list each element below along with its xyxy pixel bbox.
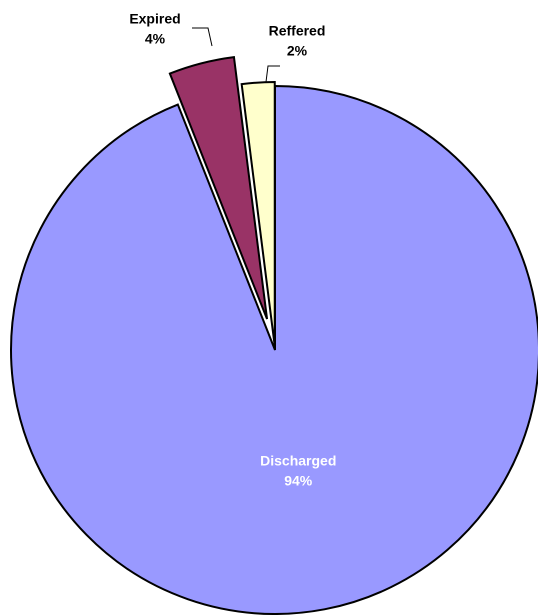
slice-value-label: 94%: [284, 473, 313, 489]
slice-label: Reffered: [269, 23, 326, 39]
pie-slice: [240, 81, 276, 347]
leader-line: [265, 65, 280, 83]
slice-label: Expired: [129, 11, 180, 27]
slice-value-label: 2%: [287, 43, 308, 59]
slice-value-label: 4%: [145, 31, 166, 47]
pie-slice: [168, 55, 269, 320]
pie-slice: [10, 84, 538, 615]
slice-label: Discharged: [260, 453, 336, 469]
leader-line: [192, 27, 213, 47]
